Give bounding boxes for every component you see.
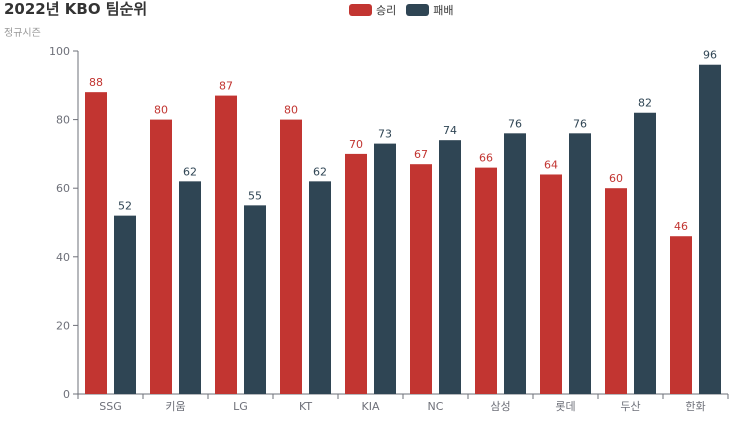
bar-wins [540,174,562,394]
x-tick-label: 삼성 [490,400,510,413]
bar-losses [569,133,591,394]
data-label-wins: 66 [479,152,493,165]
x-tick-label: 두산 [620,400,640,413]
data-label-losses: 82 [638,97,652,110]
data-label-wins: 88 [89,76,103,89]
data-label-losses: 76 [508,117,522,130]
y-tick-label: 60 [56,182,70,195]
bar-losses [179,181,201,394]
x-tick-label: 키움 [165,400,185,413]
bar-losses [699,64,721,394]
bar-losses [114,215,136,394]
bar-wins [670,236,692,394]
y-tick-label: 20 [56,319,70,332]
legend-swatch-losses [406,4,430,16]
y-tick-label: 0 [63,388,70,401]
data-label-wins: 70 [349,138,363,151]
bar-wins [215,95,237,394]
data-label-wins: 60 [609,172,623,185]
chart-title: 2022년 KBO 팀순위 [4,0,148,18]
data-label-wins: 80 [284,104,298,117]
legend-label-wins: 승리 [376,4,397,17]
bar-wins [410,164,432,394]
data-label-losses: 55 [248,189,262,202]
bar-losses [244,205,266,394]
bar-wins [345,153,367,394]
y-tick-label: 80 [56,114,70,127]
data-label-losses: 76 [573,117,587,130]
x-tick-label: KT [299,400,312,413]
data-label-losses: 62 [183,165,197,178]
data-label-wins: 64 [544,158,558,171]
x-tick-label: SSG [99,400,122,413]
bar-losses [374,143,396,394]
data-label-losses: 96 [703,49,717,62]
data-label-wins: 87 [219,80,233,93]
data-label-wins: 80 [154,104,168,117]
x-tick-label: 롯데 [555,400,575,413]
bar-losses [439,140,461,394]
legend-item-losses[interactable]: 패배 [406,2,454,18]
data-label-wins: 46 [674,220,688,233]
x-tick-label: KIA [362,400,380,413]
data-label-losses: 62 [313,165,327,178]
data-label-losses: 52 [118,200,132,213]
bar-losses [309,181,331,394]
chart-subtitle: 정규시즌 [4,28,41,39]
y-tick-label: 40 [56,251,70,264]
data-label-losses: 74 [443,124,457,137]
legend: 승리 패배 [349,2,454,18]
bar-losses [504,133,526,394]
bar-wins [150,119,172,394]
bar-wins [605,188,627,394]
data-label-wins: 67 [414,148,428,161]
x-tick-label: 한화 [685,400,705,413]
bar-losses [634,112,656,395]
x-tick-label: LG [233,400,248,413]
bar-wins [280,119,302,394]
legend-label-losses: 패배 [433,4,454,17]
legend-swatch-wins [349,4,372,16]
legend-item-wins[interactable]: 승리 [349,2,396,18]
data-label-losses: 73 [378,128,392,141]
bar-wins [85,92,107,394]
x-tick-label: NC [428,400,444,413]
y-tick-label: 100 [49,45,70,58]
bar-wins [475,167,497,394]
